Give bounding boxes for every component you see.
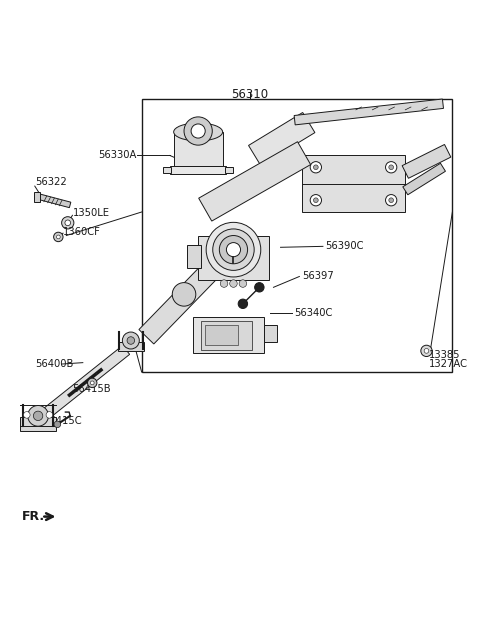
Text: 56310: 56310	[231, 88, 268, 101]
Circle shape	[24, 412, 30, 418]
Polygon shape	[302, 155, 405, 212]
Bar	[142, 99, 452, 372]
Text: 56400B: 56400B	[35, 359, 73, 369]
FancyBboxPatch shape	[205, 325, 238, 346]
Text: 56340C: 56340C	[295, 308, 333, 318]
FancyBboxPatch shape	[264, 325, 277, 342]
Circle shape	[230, 280, 237, 288]
Text: 1350LE: 1350LE	[72, 209, 109, 218]
Text: 1327AC: 1327AC	[429, 359, 468, 369]
Polygon shape	[37, 194, 71, 208]
FancyBboxPatch shape	[35, 192, 40, 202]
Circle shape	[421, 346, 432, 357]
Circle shape	[385, 162, 397, 173]
Text: 1360CF: 1360CF	[63, 227, 101, 237]
FancyBboxPatch shape	[118, 342, 144, 351]
Circle shape	[313, 165, 318, 170]
Polygon shape	[294, 99, 444, 125]
Circle shape	[54, 421, 60, 428]
FancyBboxPatch shape	[198, 236, 269, 280]
Text: 56322: 56322	[35, 177, 67, 188]
Circle shape	[313, 198, 318, 202]
Circle shape	[389, 165, 394, 170]
Circle shape	[90, 381, 94, 385]
FancyBboxPatch shape	[187, 245, 201, 268]
Text: 56397: 56397	[302, 271, 334, 281]
Text: 13385: 13385	[429, 350, 460, 360]
Circle shape	[206, 222, 261, 277]
Circle shape	[389, 198, 394, 202]
FancyBboxPatch shape	[193, 317, 264, 353]
Circle shape	[46, 412, 53, 418]
Polygon shape	[139, 249, 231, 344]
FancyBboxPatch shape	[170, 166, 227, 175]
Circle shape	[255, 283, 264, 292]
Text: 56415B: 56415B	[72, 384, 111, 394]
Text: 56390C: 56390C	[325, 241, 364, 251]
Circle shape	[122, 332, 139, 349]
Circle shape	[227, 242, 240, 257]
Ellipse shape	[174, 123, 223, 141]
Circle shape	[34, 411, 43, 421]
Polygon shape	[42, 346, 130, 419]
FancyBboxPatch shape	[163, 167, 171, 173]
Polygon shape	[199, 142, 311, 221]
FancyBboxPatch shape	[201, 321, 252, 350]
Circle shape	[385, 194, 397, 206]
Circle shape	[219, 236, 248, 264]
Circle shape	[310, 162, 322, 173]
Circle shape	[61, 217, 74, 229]
Circle shape	[57, 235, 60, 239]
FancyBboxPatch shape	[225, 167, 233, 173]
Text: 56330A: 56330A	[98, 151, 137, 160]
FancyBboxPatch shape	[20, 416, 56, 431]
Circle shape	[239, 280, 247, 288]
Circle shape	[191, 124, 205, 138]
Polygon shape	[403, 164, 445, 195]
Polygon shape	[402, 144, 451, 178]
Circle shape	[54, 232, 63, 242]
Circle shape	[28, 405, 48, 426]
Text: FR.: FR.	[22, 510, 45, 523]
Circle shape	[184, 117, 212, 145]
Circle shape	[424, 349, 429, 353]
Circle shape	[220, 280, 228, 288]
Circle shape	[65, 220, 71, 226]
Circle shape	[87, 378, 97, 387]
Circle shape	[213, 229, 254, 270]
Circle shape	[310, 194, 322, 206]
Circle shape	[238, 299, 248, 308]
Circle shape	[127, 337, 134, 344]
Circle shape	[172, 283, 196, 306]
Polygon shape	[249, 112, 315, 165]
Text: 56415C: 56415C	[43, 415, 82, 426]
FancyBboxPatch shape	[174, 132, 223, 166]
